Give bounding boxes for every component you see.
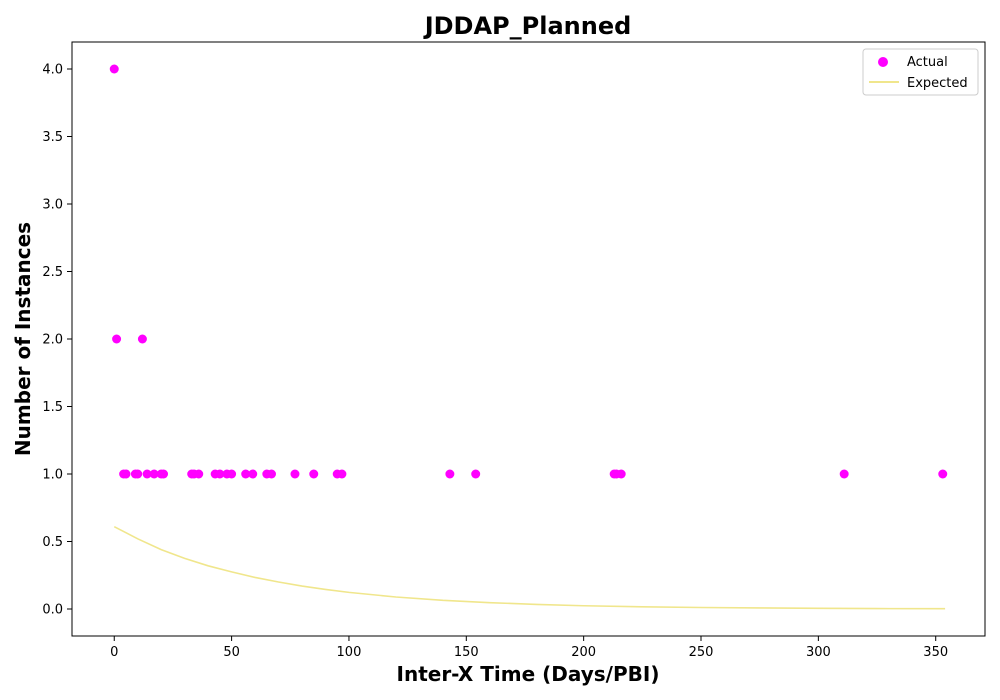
actual-point (267, 469, 276, 479)
actual-point (133, 469, 143, 479)
x-axis-title: Inter-X Time (Days/PBI) (397, 662, 660, 686)
x-tick-label: 100 (337, 645, 362, 660)
actual-point (142, 469, 152, 479)
x-tick-label: 200 (571, 645, 596, 660)
actual-point (290, 469, 300, 479)
actual-point (227, 469, 237, 479)
expected-line (113, 525, 946, 610)
actual-point (616, 469, 626, 479)
actual-point (215, 469, 225, 479)
actual-point (248, 469, 258, 479)
legend-actual-label: Actual (907, 55, 948, 70)
legend-box (862, 48, 979, 96)
y-tick-label: 3.5 (42, 130, 63, 145)
actual-point (137, 334, 147, 344)
actual-point (121, 469, 131, 479)
y-tick-label: 0.5 (42, 535, 63, 550)
x-tick-label: 300 (806, 645, 831, 660)
y-tick-label: 0.0 (42, 603, 63, 618)
actual-point (149, 469, 159, 479)
chart-title: JDDAP_Planned (423, 12, 632, 40)
x-tick-label: 250 (689, 645, 714, 660)
y-tick-label: 1.5 (42, 400, 63, 415)
y-tick-label: 4.0 (42, 63, 63, 78)
legend-expected-label: Expected (907, 76, 968, 91)
x-tick-label: 350 (923, 645, 948, 660)
x-axis: 0 50 100 150 200 250 300 350 (110, 636, 948, 660)
actual-point (309, 469, 319, 479)
actual-point (839, 469, 849, 479)
y-tick-label: 1.0 (42, 468, 63, 483)
y-tick-label: 3.0 (42, 198, 63, 213)
legend-actual-marker (878, 57, 888, 67)
actual-series-layer (109, 64, 948, 479)
actual-point (241, 469, 251, 479)
x-tick-label: 150 (454, 645, 479, 660)
actual-point (194, 469, 204, 479)
legend: Actual Expected (862, 48, 979, 96)
actual-point (938, 469, 948, 479)
actual-point (109, 64, 119, 74)
x-tick-label: 0 (110, 645, 118, 660)
actual-point (337, 469, 347, 479)
x-tick-label: 50 (223, 645, 240, 660)
actual-point (112, 334, 122, 344)
actual-point (159, 469, 169, 479)
actual-point (471, 469, 481, 479)
expected-series-layer (113, 525, 946, 610)
y-axis: 0.0 0.5 1.0 1.5 2.0 2.5 3.0 3.5 4.0 (42, 63, 72, 618)
y-tick-label: 2.5 (42, 265, 63, 280)
y-axis-title: Number of Instances (11, 222, 35, 456)
y-tick-label: 2.0 (42, 333, 63, 348)
actual-point (445, 469, 455, 479)
